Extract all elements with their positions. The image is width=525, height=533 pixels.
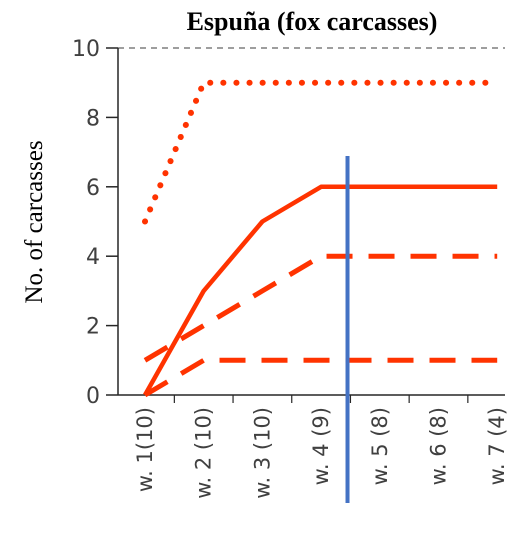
y-tick-label: 2 bbox=[86, 315, 100, 340]
series-line-3 bbox=[143, 253, 498, 363]
x-tick-label: w. 2 (10) bbox=[192, 407, 216, 499]
y-axis-label: No. of carcasses bbox=[21, 140, 48, 303]
x-tick-label: w. 5 (8) bbox=[368, 407, 392, 485]
series-line-2 bbox=[143, 184, 498, 397]
y-tick-label: 8 bbox=[86, 106, 100, 131]
x-tick-label: w. 3 (10) bbox=[250, 407, 274, 499]
series-group bbox=[142, 79, 501, 398]
y-tick-label: 0 bbox=[86, 384, 100, 409]
chart-title: Espuña (fox carcasses) bbox=[187, 7, 438, 36]
y-tick-label: 6 bbox=[86, 176, 100, 201]
x-tick-label: w. 4 (9) bbox=[309, 407, 333, 485]
x-tick-label: w. 6 (8) bbox=[427, 407, 451, 485]
y-tick-labels: 0 2 4 6 8 10 bbox=[72, 37, 100, 409]
y-tick-label: 10 bbox=[72, 37, 100, 62]
series-line-4 bbox=[143, 357, 498, 398]
axes bbox=[106, 47, 505, 403]
y-tick-label: 4 bbox=[86, 245, 100, 270]
x-tick-label: w. 7 (4) bbox=[485, 407, 509, 485]
x-tick-labels: w. 1(10) w. 2 (10) w. 3 (10) w. 4 (9) w. 5 (… bbox=[133, 407, 509, 499]
series-line-1 bbox=[142, 79, 501, 225]
x-tick-label: w. 1(10) bbox=[133, 407, 157, 492]
